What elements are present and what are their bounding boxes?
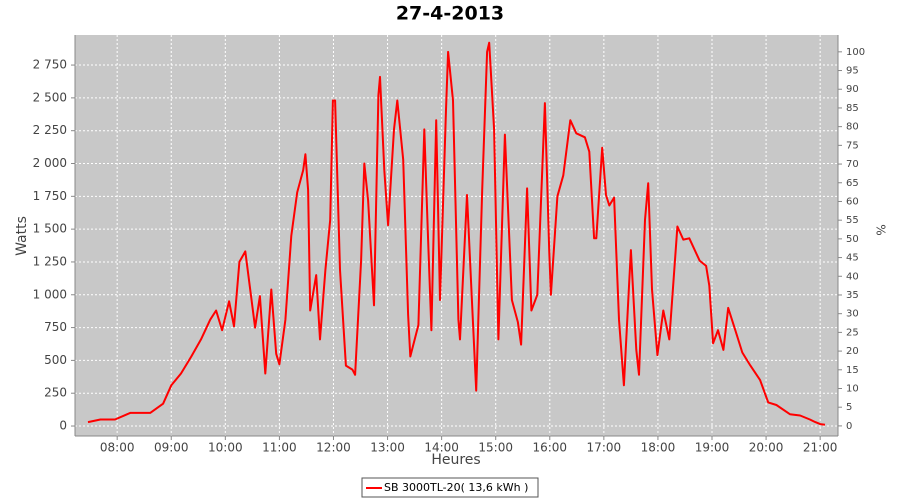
- x-tick-label: 18:00: [641, 441, 676, 455]
- x-tick-label: 08:00: [100, 441, 135, 455]
- legend-label: SB 3000TL-20( 13,6 kWh ): [384, 481, 528, 494]
- x-axis-label: Heures: [431, 452, 480, 468]
- x-tick-label: 15:00: [478, 441, 513, 455]
- x-tick-label: 14:00: [424, 441, 459, 455]
- y-axis-label: Watts: [14, 216, 30, 256]
- y2-tick-label: 10: [846, 383, 859, 394]
- y2-tick-label: 90: [846, 84, 859, 95]
- y2-tick-label: 0: [846, 421, 852, 432]
- x-tick-label: 13:00: [370, 441, 405, 455]
- y-tick-label: 2 250: [33, 123, 67, 137]
- y-tick-label: 1 000: [33, 287, 67, 301]
- y2-tick-label: 85: [846, 103, 859, 114]
- y2-tick-label: 65: [846, 178, 859, 189]
- y2-tick-label: 40: [846, 271, 859, 282]
- y2-tick-label: 70: [846, 159, 859, 170]
- y2-tick-label: 50: [846, 234, 859, 245]
- y2-tick-label: 5: [846, 402, 852, 413]
- y-tick-label: 2 000: [33, 156, 67, 170]
- x-tick-label: 10:00: [208, 441, 243, 455]
- y2-tick-label: 30: [846, 309, 859, 320]
- legend: [361, 477, 539, 498]
- y2-tick-label: 60: [846, 196, 859, 207]
- x-tick-label: 11:00: [262, 441, 297, 455]
- y2-tick-label: 45: [846, 253, 859, 264]
- y2-tick-label: 25: [846, 327, 859, 338]
- y-tick-label: 0: [59, 419, 67, 433]
- series-line: [87, 41, 826, 426]
- x-tick-label: 16:00: [532, 441, 567, 455]
- y2-tick-label: 95: [846, 66, 859, 77]
- y2-tick-label: 100: [846, 47, 865, 58]
- x-tick-label: 19:00: [695, 441, 730, 455]
- y2-tick-label: 75: [846, 140, 859, 151]
- x-tick-label: 20:00: [749, 441, 784, 455]
- y2-axis-label: %: [874, 224, 888, 235]
- y-tick-label: 750: [44, 320, 67, 334]
- y2-tick-label: 20: [846, 346, 859, 357]
- y-tick-label: 1 750: [33, 189, 67, 203]
- x-tick-label: 09:00: [154, 441, 189, 455]
- y2-tick-label: 55: [846, 215, 859, 226]
- y2-tick-label: 15: [846, 365, 859, 376]
- x-tick-label: 21:00: [803, 441, 838, 455]
- y-tick-label: 250: [44, 386, 67, 400]
- y-tick-label: 2 500: [33, 90, 67, 104]
- x-tick-label: 12:00: [316, 441, 351, 455]
- y-tick-label: 2 750: [33, 58, 67, 72]
- chart-title: 27-4-2013: [396, 3, 504, 25]
- x-tick-label: 17:00: [587, 441, 622, 455]
- y2-tick-label: 35: [846, 290, 859, 301]
- y2-tick-label: 80: [846, 122, 859, 133]
- y-tick-label: 1 250: [33, 254, 67, 268]
- y-tick-label: 1 500: [33, 222, 67, 236]
- y-tick-label: 500: [44, 353, 67, 367]
